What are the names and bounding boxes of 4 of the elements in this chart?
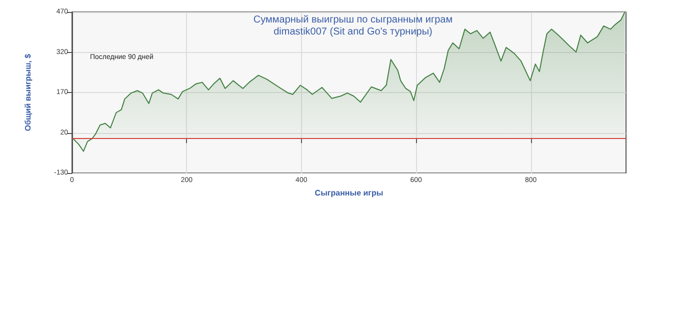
chart-title: Суммарный выигрыш по сыгранным играм xyxy=(253,14,453,26)
x-axis-title: Сыгранные игры xyxy=(314,188,384,198)
text: dimastik007 (Sit and Go's турниры) xyxy=(274,26,432,38)
y-axis-title: Общий выигрыш, $ xyxy=(24,53,32,132)
